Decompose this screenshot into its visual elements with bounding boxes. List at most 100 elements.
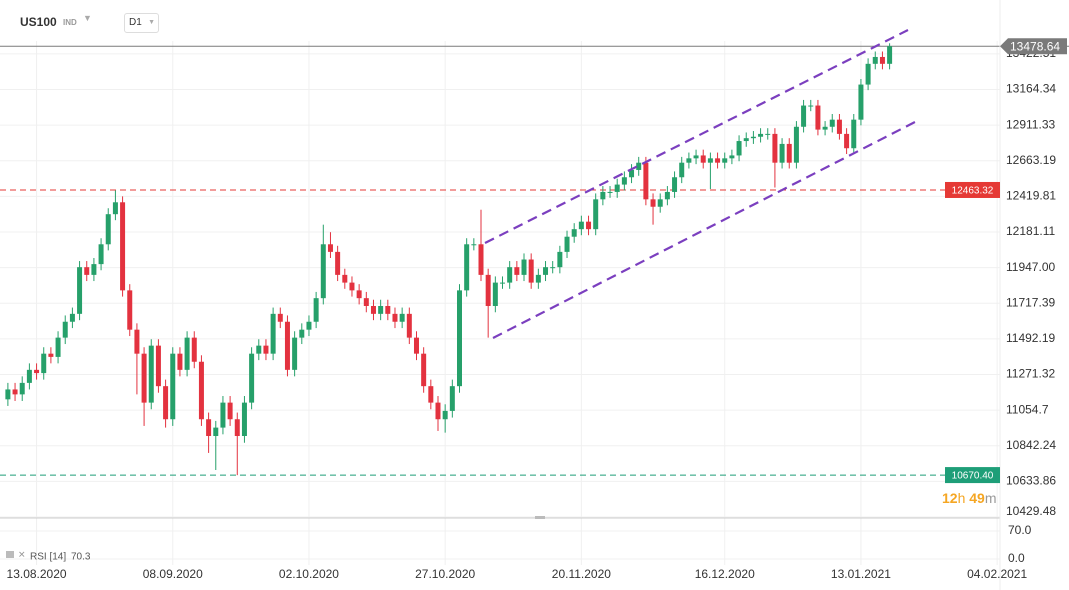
candle-body xyxy=(12,389,18,395)
candle-body xyxy=(851,119,857,149)
candle-body xyxy=(320,244,326,299)
candle-body xyxy=(550,267,556,269)
y-tick-label: 0.0 xyxy=(1008,551,1025,565)
candle-body xyxy=(127,290,133,330)
candle-body xyxy=(385,305,391,314)
candle-body xyxy=(614,184,620,192)
candle-body xyxy=(277,313,283,322)
candle-body xyxy=(621,177,627,185)
candle-body xyxy=(507,267,513,283)
y-tick-label: 12663.19 xyxy=(1006,153,1056,167)
level-label: 10670.40 xyxy=(952,471,994,482)
candle-body xyxy=(715,158,721,163)
level-label-box xyxy=(945,467,1000,484)
candle-body xyxy=(256,345,262,354)
candle-body xyxy=(84,267,90,275)
candle-body xyxy=(141,353,147,403)
x-tick-label: 16.12.2020 xyxy=(695,567,755,581)
candle-body xyxy=(485,274,491,306)
candles xyxy=(5,43,893,476)
candle-body xyxy=(349,282,355,291)
indicator-value: 70.3 xyxy=(71,552,91,563)
candle-body xyxy=(26,369,32,383)
candle-body xyxy=(543,267,549,275)
indicator-name: RSI [14] xyxy=(30,552,66,563)
candle-body xyxy=(435,402,441,420)
candle-body xyxy=(155,345,161,387)
candle-body xyxy=(421,353,427,387)
candle-body xyxy=(249,353,255,403)
candle-body xyxy=(392,313,398,322)
countdown-hours-unit: h xyxy=(957,490,966,506)
candle-body xyxy=(335,251,341,275)
candle-body xyxy=(112,202,118,215)
candle-body xyxy=(378,305,384,314)
candle-body xyxy=(865,63,871,85)
candle-body xyxy=(270,313,276,354)
candle-body xyxy=(478,244,484,275)
candle-body xyxy=(69,313,75,322)
y-tick-label: 12181.11 xyxy=(1006,224,1055,238)
candle-body xyxy=(492,282,498,306)
countdown-hours: 12 xyxy=(942,490,958,506)
candle-body xyxy=(528,259,534,283)
candle-body xyxy=(758,133,764,137)
candle-body xyxy=(629,169,635,178)
candle-body xyxy=(227,402,233,420)
candle-body xyxy=(120,202,126,291)
timeframe-select[interactable]: D1 ▼ xyxy=(124,13,159,33)
candle-body xyxy=(600,191,606,200)
candle-body xyxy=(722,158,728,163)
candle-body xyxy=(521,259,527,275)
candle-body xyxy=(636,162,642,170)
candle-body xyxy=(557,251,563,268)
countdown: 12h 49m xyxy=(942,490,997,506)
candle-body xyxy=(672,177,678,192)
candle-body xyxy=(41,353,47,374)
candle-body xyxy=(829,119,835,127)
candle-body xyxy=(500,282,506,284)
x-tick-label: 08.09.2020 xyxy=(143,567,203,581)
candle-body xyxy=(241,402,247,437)
candle-body xyxy=(650,199,656,207)
y-tick-label: 11492.19 xyxy=(1006,331,1055,345)
x-tick-label: 13.08.2020 xyxy=(7,567,67,581)
candle-body xyxy=(571,229,577,237)
candle-body xyxy=(327,244,333,252)
candle-body xyxy=(664,191,670,200)
candle-body xyxy=(55,337,61,357)
candle-body xyxy=(693,155,699,159)
candle-body xyxy=(170,353,176,420)
candle-body xyxy=(815,105,821,130)
market-dropdown[interactable]: ▼ xyxy=(83,13,92,23)
y-tick-label: 13422.51 xyxy=(1006,46,1056,60)
y-tick-label: 10842.24 xyxy=(1006,438,1056,452)
y-tick-label: 11717.39 xyxy=(1006,295,1055,309)
candle-body xyxy=(535,274,541,283)
indicator-close-icon[interactable]: ✕ xyxy=(18,549,26,559)
grid xyxy=(0,41,1000,565)
candle-body xyxy=(858,84,864,120)
y-tick-label: 11271.32 xyxy=(1006,367,1055,381)
candle-body xyxy=(342,274,348,283)
candle-body xyxy=(679,162,685,178)
candle-body xyxy=(836,119,842,134)
indicator-settings-icon[interactable] xyxy=(6,551,14,558)
x-tick-label: 20.11.2020 xyxy=(552,567,611,581)
candle-body xyxy=(887,46,893,64)
candle-body xyxy=(91,264,97,275)
candle-body xyxy=(356,290,362,299)
candle-body xyxy=(643,162,649,200)
panel-resize-handle[interactable] xyxy=(535,516,545,519)
candle-body xyxy=(808,105,814,107)
candle-body xyxy=(198,361,204,420)
x-tick-label: 02.10.2020 xyxy=(279,567,339,581)
current-price-label: 13478.64 xyxy=(1010,39,1060,53)
candle-body xyxy=(779,143,785,163)
candle-body xyxy=(206,419,212,437)
candle-body xyxy=(686,158,692,163)
candle-body xyxy=(284,321,290,370)
candle-body xyxy=(801,105,807,127)
candle-body xyxy=(607,191,613,193)
